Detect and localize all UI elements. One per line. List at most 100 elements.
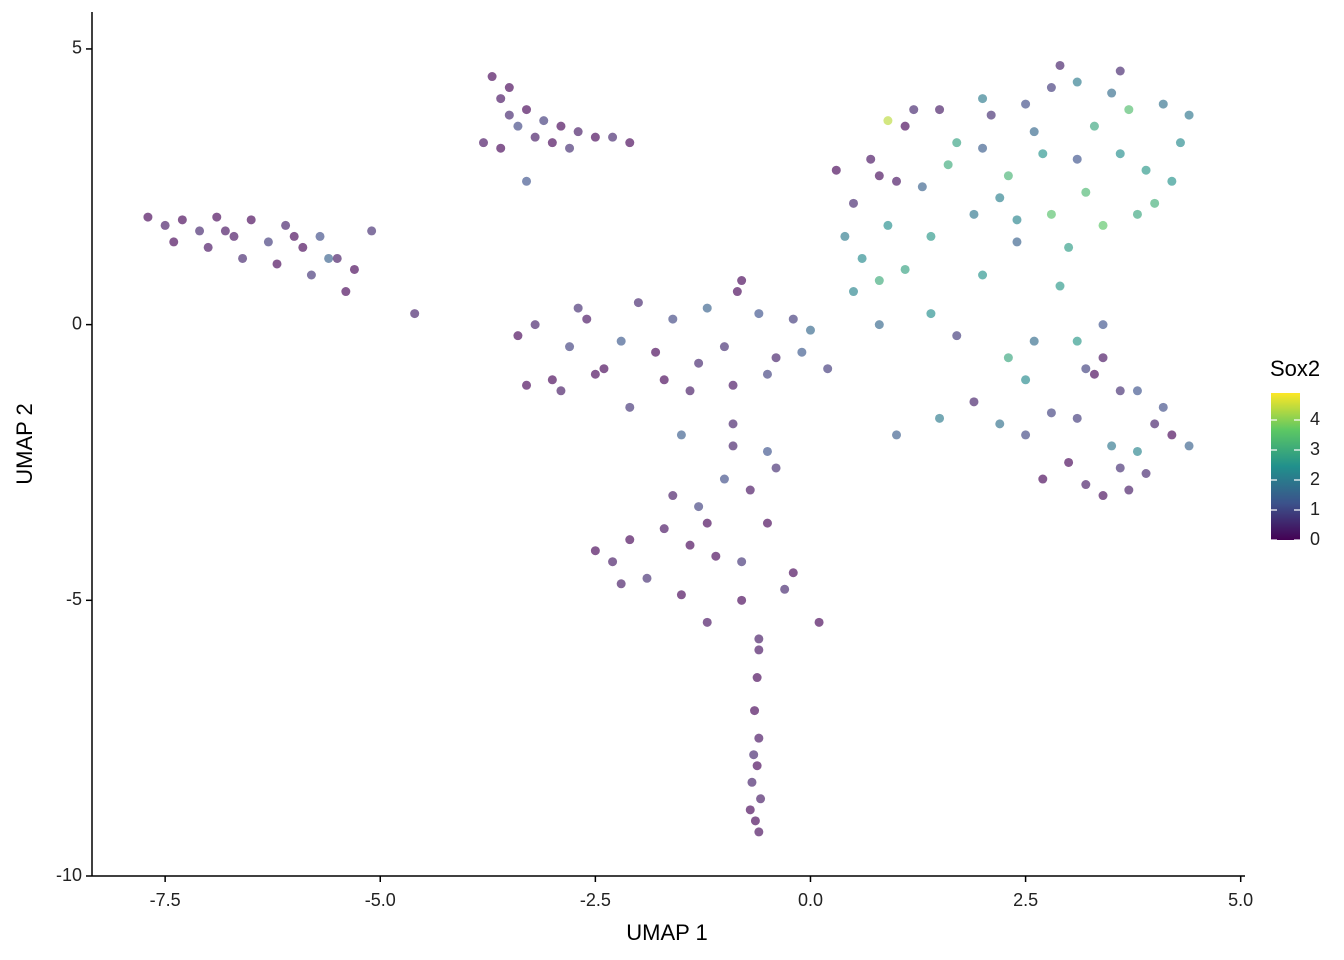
point <box>1098 320 1108 330</box>
point <box>788 568 798 578</box>
point <box>625 138 635 148</box>
point <box>263 237 273 247</box>
point <box>479 138 489 148</box>
point <box>539 116 549 126</box>
point <box>1184 110 1194 120</box>
point <box>752 761 762 771</box>
point <box>754 309 764 319</box>
point <box>676 590 686 600</box>
point <box>1072 413 1082 423</box>
point <box>1132 209 1142 219</box>
point <box>752 673 762 683</box>
point <box>969 209 979 219</box>
point <box>814 617 824 627</box>
point <box>1089 121 1099 131</box>
points <box>143 60 1194 837</box>
point <box>780 584 790 594</box>
point <box>1021 375 1031 385</box>
point <box>750 816 760 826</box>
point <box>797 347 807 357</box>
point <box>367 226 377 236</box>
point <box>1175 138 1185 148</box>
point <box>625 535 635 545</box>
point <box>857 253 867 263</box>
point <box>711 551 721 561</box>
point <box>892 430 902 440</box>
point <box>952 138 962 148</box>
point <box>676 430 686 440</box>
point <box>504 110 514 120</box>
point <box>608 132 618 142</box>
point <box>1072 77 1082 87</box>
point <box>616 579 626 589</box>
point <box>1021 99 1031 109</box>
point <box>298 242 308 252</box>
point <box>341 287 351 297</box>
point <box>831 165 841 175</box>
point <box>1167 430 1177 440</box>
point <box>608 557 618 567</box>
point <box>943 160 953 170</box>
point <box>900 121 910 131</box>
point <box>565 143 575 153</box>
point <box>573 303 583 313</box>
point <box>642 573 652 583</box>
point <box>487 72 497 82</box>
point <box>530 132 540 142</box>
point <box>978 143 988 153</box>
point <box>917 182 927 192</box>
point <box>547 375 557 385</box>
point <box>702 303 712 313</box>
point <box>668 491 678 501</box>
point <box>1072 154 1082 164</box>
point <box>1115 149 1125 159</box>
point <box>1029 127 1039 137</box>
point <box>840 231 850 241</box>
point <box>995 419 1005 429</box>
point <box>651 347 661 357</box>
point <box>935 105 945 115</box>
point <box>926 231 936 241</box>
point <box>1038 149 1048 159</box>
point <box>565 342 575 352</box>
x-tick-label: 2.5 <box>1013 890 1038 910</box>
point <box>1046 209 1056 219</box>
point <box>1124 105 1134 115</box>
point <box>582 314 592 324</box>
point <box>685 540 695 550</box>
point <box>1038 474 1048 484</box>
point <box>1021 430 1031 440</box>
point <box>771 463 781 473</box>
point <box>522 105 532 115</box>
point <box>1107 441 1117 451</box>
y-tick-label: 0 <box>72 313 82 333</box>
point <box>848 287 858 297</box>
point <box>750 706 760 716</box>
x-tick-label: 0.0 <box>798 890 823 910</box>
point <box>659 524 669 534</box>
point <box>745 805 755 815</box>
point <box>1012 237 1022 247</box>
point <box>1029 336 1039 346</box>
point <box>694 358 704 368</box>
point <box>195 226 205 236</box>
point <box>1132 446 1142 456</box>
y-tick-label: 5 <box>72 38 82 58</box>
point <box>160 220 170 230</box>
colorbar-label: 4 <box>1310 409 1320 429</box>
point <box>220 226 230 236</box>
point <box>952 331 962 341</box>
point <box>530 320 540 330</box>
point <box>203 242 213 252</box>
x-tick-label: -5.0 <box>365 890 396 910</box>
point <box>728 380 738 390</box>
point <box>719 342 729 352</box>
point <box>823 364 833 374</box>
point <box>1132 386 1142 396</box>
point <box>1081 187 1091 197</box>
point <box>892 176 902 186</box>
point <box>1081 480 1091 490</box>
point <box>702 518 712 528</box>
